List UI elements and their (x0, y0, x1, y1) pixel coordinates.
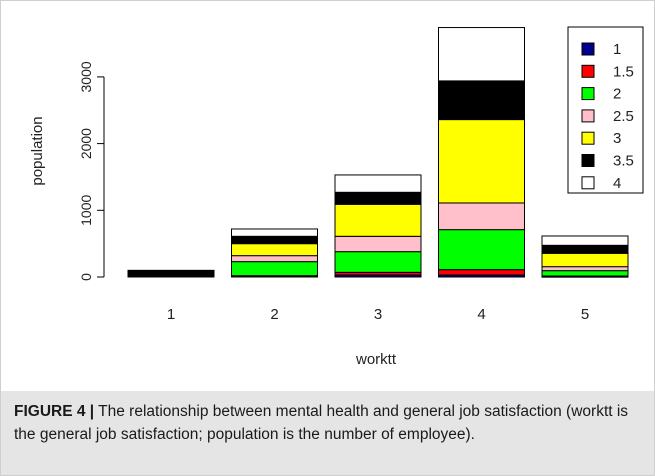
bar-segment (541, 252, 629, 268)
bar-segment (541, 244, 629, 254)
legend-swatch (581, 87, 595, 101)
x-tick-label: 4 (477, 306, 485, 323)
bar-segment (231, 243, 318, 257)
y-tick-label: 3000 (78, 61, 94, 92)
x-tick-label: 1 (167, 306, 175, 323)
legend-label: 4 (613, 175, 621, 192)
caption-text: FIGURE 4 | The relationship between ment… (14, 400, 644, 446)
caption-body: The relationship between mental health a… (14, 403, 629, 443)
legend-swatch (581, 64, 595, 78)
x-axis-label: worktt (355, 351, 397, 368)
y-tick-label: 1000 (78, 195, 94, 226)
bar-segment (231, 228, 318, 237)
bar-segment (438, 27, 525, 82)
bar-segment (334, 235, 422, 253)
bar-segment (231, 261, 318, 277)
legend-label: 1.5 (613, 63, 634, 80)
chart-area: 0 1000 2000 3000 population 1 2 3 4 5 worktt 1 1.5 2 2… (1, 1, 654, 391)
legend-label: 2.5 (613, 108, 634, 125)
bar-segment (127, 269, 215, 278)
y-tick-label: 0 (78, 273, 94, 281)
bar-segment (334, 191, 422, 205)
legend-label: 2 (613, 86, 621, 103)
y-axis-label: population (29, 116, 46, 185)
legend-label: 3 (613, 130, 621, 147)
legend-label: 3.5 (613, 153, 634, 170)
bar-segment (438, 119, 525, 204)
stacked-bar-chart: 0 1000 2000 3000 population 1 2 3 4 5 worktt 1 1.5 2 2… (29, 26, 644, 368)
bar-segment (438, 229, 525, 271)
bar-segment (334, 174, 422, 193)
legend-swatch (581, 176, 595, 190)
bar-segment (438, 80, 525, 121)
bar-segment (231, 235, 318, 245)
x-tick-label: 5 (581, 306, 589, 323)
legend-label: 1 (613, 41, 621, 58)
bar-segment (541, 270, 629, 277)
legend-swatch (581, 42, 595, 56)
y-tick-label: 2000 (78, 128, 94, 159)
legend-box (567, 26, 644, 194)
caption-label: FIGURE 4 | (14, 403, 95, 420)
legend-swatch (581, 109, 595, 123)
bar-segment (541, 266, 629, 272)
bar-segment (231, 255, 318, 263)
x-tick-label: 2 (270, 306, 278, 323)
figure-caption: FIGURE 4 | The relationship between ment… (1, 391, 654, 475)
legend-swatch (581, 154, 595, 167)
legend-swatch (581, 131, 595, 145)
bar-segment (438, 269, 525, 276)
bar-segment (334, 251, 422, 273)
bar-segment (438, 202, 525, 231)
x-tick-label: 3 (374, 306, 382, 323)
bar-segment (334, 203, 422, 237)
bar-segment (541, 235, 629, 246)
